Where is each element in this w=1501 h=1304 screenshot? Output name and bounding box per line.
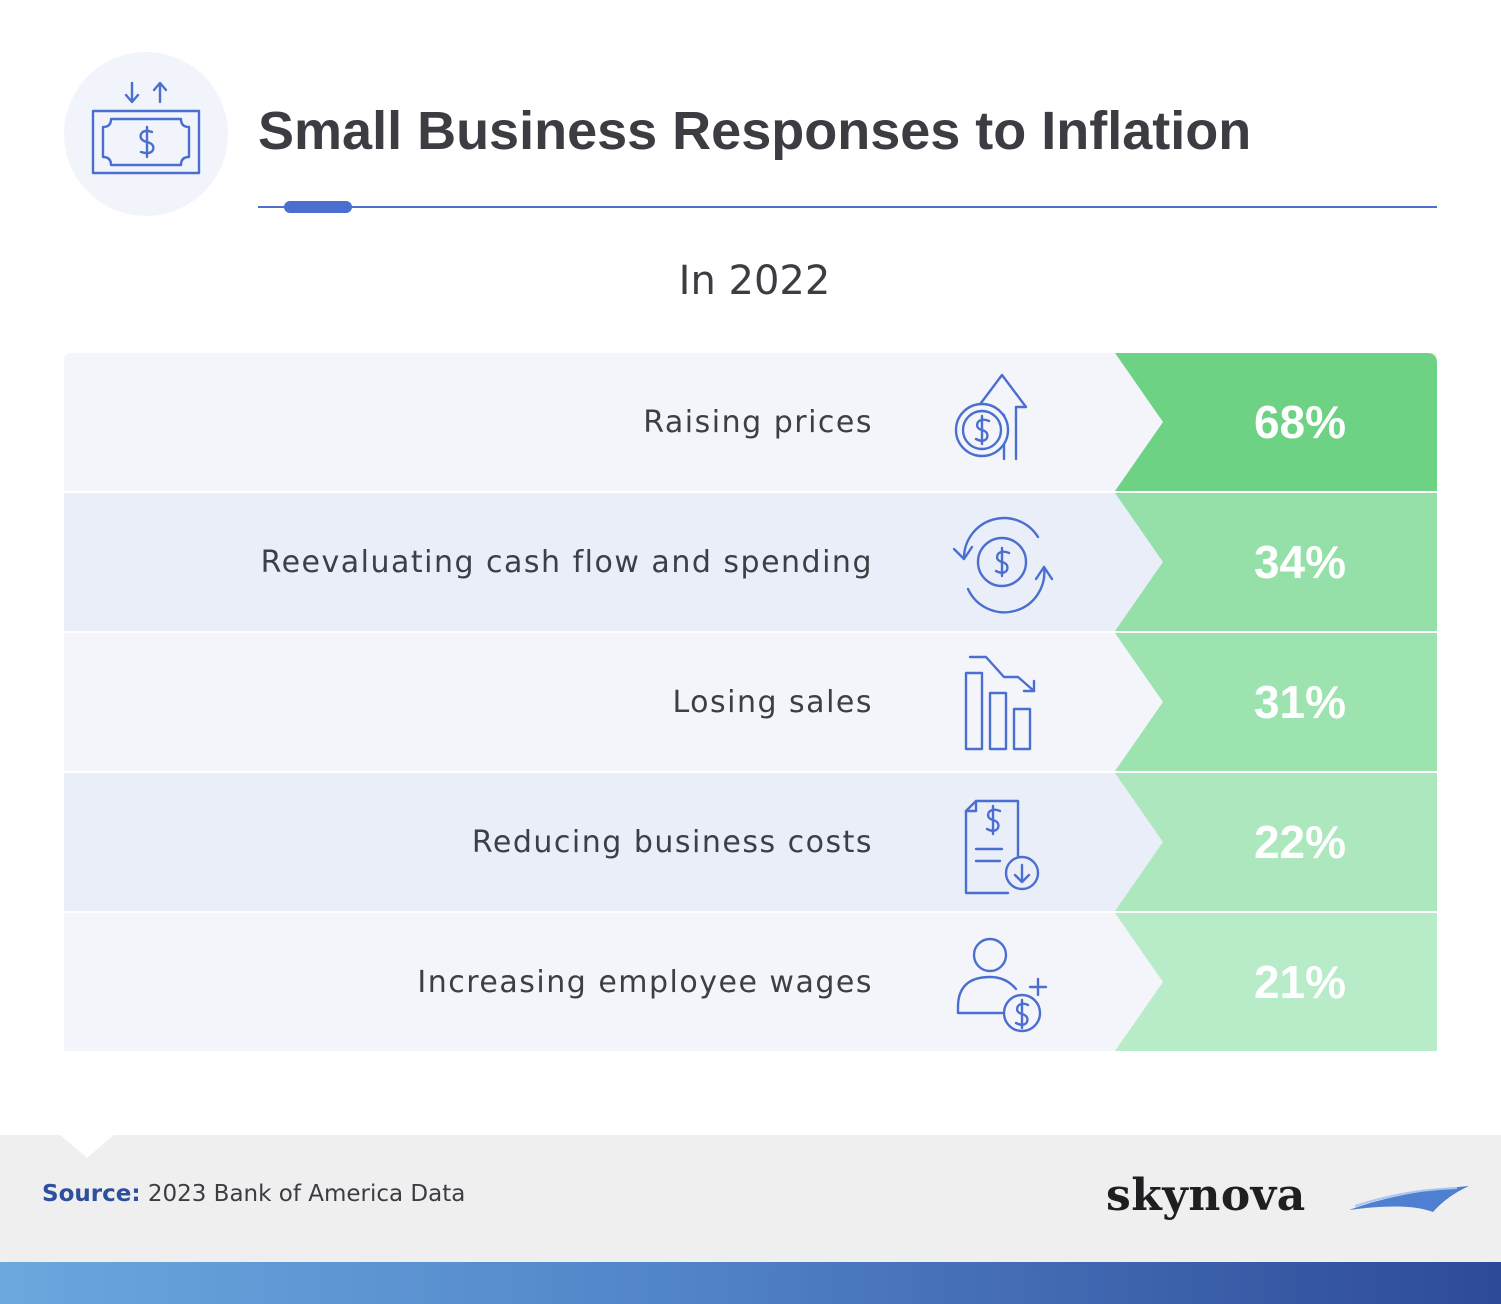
row-value: 68% bbox=[1253, 396, 1347, 448]
row-value: 31% bbox=[1253, 676, 1347, 728]
value-badge bbox=[1115, 353, 1437, 495]
source-text: 2023 Bank of America Data bbox=[140, 1181, 466, 1207]
table-row: Raising prices 68% bbox=[64, 353, 1437, 491]
employee-dollar-plus-icon bbox=[956, 937, 1048, 1033]
cash-flow-cycle-icon bbox=[952, 516, 1054, 614]
dollar-coin-up-arrow-icon bbox=[954, 373, 1028, 461]
value-badge bbox=[1115, 493, 1437, 635]
value-badge-shape bbox=[1115, 913, 1437, 1051]
value-badge-shape bbox=[1115, 633, 1437, 771]
table-row: Reevaluating cash flow and spending 34% bbox=[64, 493, 1437, 631]
bottom-bar bbox=[0, 1262, 1501, 1304]
title-divider bbox=[258, 206, 1437, 208]
table-row: Increasing employee wages 21% bbox=[64, 913, 1437, 1051]
header-icon-badge bbox=[64, 52, 228, 216]
row-label: Reevaluating cash flow and spending bbox=[260, 544, 873, 580]
row-label: Reducing business costs bbox=[471, 824, 873, 860]
value-badge-fill bbox=[1115, 633, 1437, 771]
footer bbox=[0, 1135, 1501, 1262]
value-badge bbox=[1115, 773, 1437, 915]
value-badge bbox=[1115, 633, 1437, 775]
money-bill-arrows-icon bbox=[91, 81, 201, 175]
value-badge-fill bbox=[1115, 773, 1437, 911]
value-badge-shape bbox=[1115, 773, 1437, 911]
row-label: Raising prices bbox=[643, 404, 873, 440]
value-badge-fill bbox=[1115, 913, 1437, 1051]
title-divider-accent bbox=[284, 201, 352, 213]
chart-subtitle: In 2022 bbox=[678, 258, 831, 304]
value-badge-shape bbox=[1115, 493, 1437, 631]
table-row: Losing sales 31% bbox=[64, 633, 1437, 771]
row-value: 21% bbox=[1253, 956, 1347, 1008]
value-badge-shape bbox=[1115, 353, 1437, 491]
source-label: Source: bbox=[42, 1181, 141, 1207]
brand-logo: skynova bbox=[1106, 1170, 1306, 1221]
row-value: 22% bbox=[1253, 816, 1347, 868]
source-note: Source: 2023 Bank of America Data bbox=[42, 1179, 465, 1209]
responses-table: Raising prices 68% Reevaluating cash flo… bbox=[64, 353, 1437, 1051]
table-row: Reducing business costs 22% bbox=[64, 773, 1437, 911]
declining-bar-chart-icon bbox=[964, 655, 1036, 751]
row-value: 34% bbox=[1253, 536, 1347, 588]
row-label: Losing sales bbox=[672, 684, 873, 720]
value-badge-fill bbox=[1115, 493, 1437, 631]
value-badge bbox=[1115, 913, 1437, 1055]
footer-notch bbox=[59, 1134, 115, 1158]
value-badge-fill bbox=[1115, 353, 1437, 491]
brand-swoosh-icon bbox=[1349, 1186, 1469, 1212]
row-label: Increasing employee wages bbox=[417, 964, 873, 1000]
invoice-down-arrow-icon bbox=[964, 799, 1040, 895]
page-title: Small Business Responses to Inflation bbox=[258, 101, 1252, 161]
